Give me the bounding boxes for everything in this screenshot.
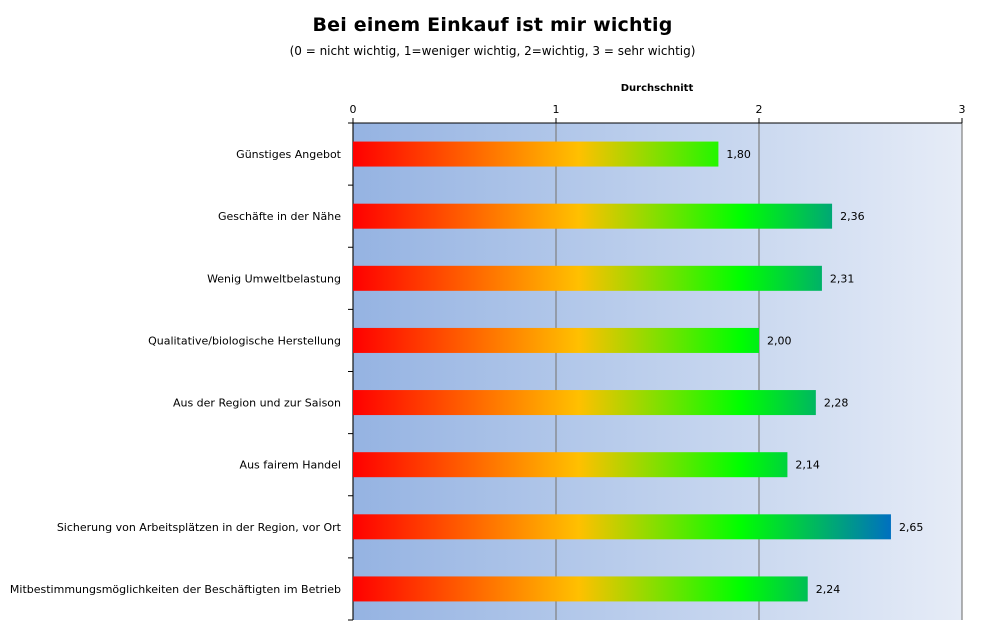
category-label: Qualitative/biologische Herstellung — [148, 334, 341, 347]
x-tick-label: 3 — [959, 103, 966, 116]
category-label: Günstiges Angebot — [236, 148, 342, 161]
category-label: Geschäfte in der Nähe — [218, 210, 341, 223]
category-label: Aus der Region und zur Saison — [173, 397, 341, 410]
bar — [353, 514, 891, 540]
plot-area — [353, 123, 962, 620]
bar — [353, 576, 808, 602]
data-label: 2,65 — [899, 521, 924, 534]
data-label: 1,80 — [726, 148, 751, 161]
category-label: Mitbestimmungsmöglichkeiten der Beschäft… — [10, 583, 341, 596]
bar — [353, 452, 788, 478]
data-label: 2,31 — [830, 272, 855, 285]
data-label: 2,00 — [767, 334, 792, 347]
chart-subtitle: (0 = nicht wichtig, 1=weniger wichtig, 2… — [289, 44, 696, 58]
x-tick-label: 0 — [350, 103, 357, 116]
category-label: Aus fairem Handel — [240, 459, 341, 472]
category-label: Wenig Umweltbelastung — [207, 272, 341, 285]
data-label: 2,24 — [816, 583, 841, 596]
x-tick-label: 2 — [756, 103, 763, 116]
bar — [353, 327, 759, 353]
bar — [353, 203, 833, 229]
bar — [353, 265, 822, 291]
x-tick-label: 1 — [553, 103, 560, 116]
bar — [353, 141, 719, 167]
data-label: 2,36 — [840, 210, 865, 223]
data-label: 2,14 — [795, 459, 820, 472]
chart-title: Bei einem Einkauf ist mir wichtig — [312, 14, 673, 36]
category-label: Sicherung von Arbeitsplätzen in der Regi… — [57, 521, 342, 534]
x-axis-title: Durchschnitt — [620, 83, 694, 94]
bar — [353, 390, 816, 416]
data-label: 2,28 — [824, 397, 849, 410]
